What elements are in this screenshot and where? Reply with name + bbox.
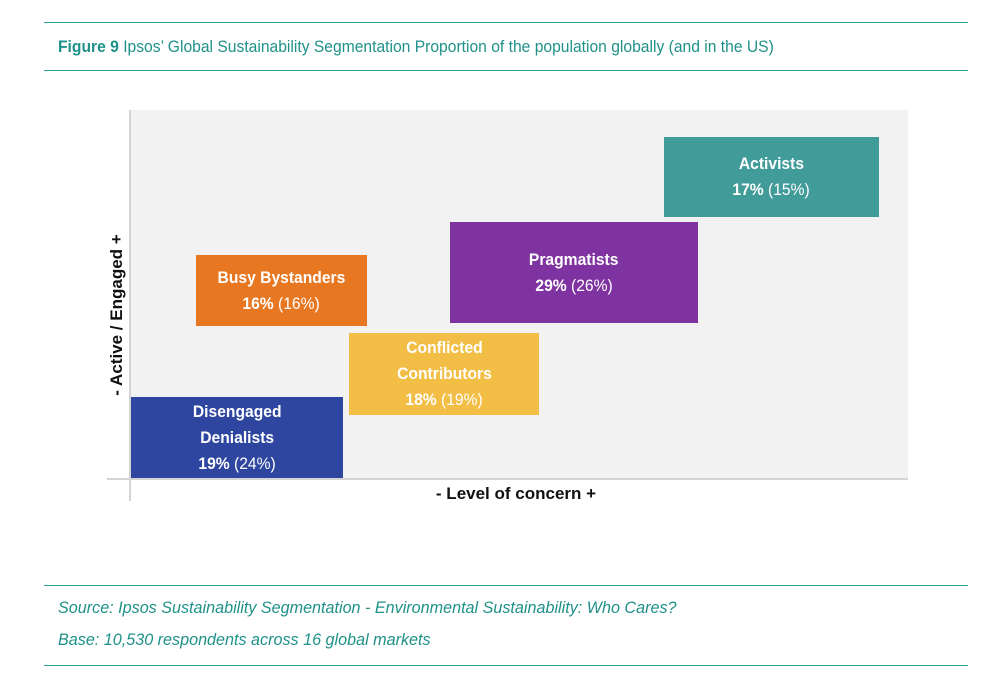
segment-activists: Activists 17% (15%) — [664, 137, 879, 217]
segment-us-pct: (19%) — [440, 390, 483, 409]
y-axis-label: - Active / Engaged + — [107, 234, 126, 396]
segment-us-pct: (15%) — [768, 180, 811, 199]
footer-rule-top — [44, 585, 968, 586]
segment-disengaged-denialists: Disengaged Denialists 19% (24%) — [131, 397, 343, 478]
segment-global-pct: 16% — [242, 293, 275, 313]
segment-name: Pragmatists — [529, 249, 619, 269]
figure-title: Figure 9 Ipsos’ Global Sustainability Se… — [58, 37, 774, 57]
top-rule — [44, 22, 968, 23]
segment-conflicted-contributors: Conflicted Contributors 18% (19%) — [349, 333, 539, 415]
segment-us-pct: (26%) — [570, 275, 613, 295]
segment-us-pct: (24%) — [233, 453, 276, 473]
segment-name: Conflicted Contributors — [396, 338, 492, 383]
segment-global-pct: 18% — [405, 390, 437, 409]
segment-name: Activists — [738, 154, 805, 173]
y-axis-line — [129, 110, 131, 501]
footer-rule-bottom — [44, 665, 968, 666]
segment-busy-bystanders: Busy Bystanders 16% (16%) — [196, 255, 367, 326]
segment-pragmatists: Pragmatists 29% (26%) — [450, 222, 698, 323]
source-note: Source: Ipsos Sustainability Segmentatio… — [58, 598, 677, 617]
segment-name: Disengaged Denialists — [192, 401, 282, 447]
segment-global-pct: 19% — [198, 453, 230, 473]
segment-name: Busy Bystanders — [217, 267, 346, 287]
figure-title-text: Ipsos’ Global Sustainability Segmentatio… — [123, 37, 774, 56]
segment-global-pct: 17% — [732, 180, 765, 199]
segment-pct: 16% (16%) — [243, 291, 320, 317]
title-rule — [44, 70, 968, 71]
x-axis-line — [107, 478, 908, 480]
figure-label: Figure 9 — [58, 37, 119, 56]
segment-pct: 29% (26%) — [535, 273, 612, 299]
base-note: Base: 10,530 respondents across 16 globa… — [58, 630, 431, 649]
x-axis-label: - Level of concern + — [435, 484, 597, 503]
segment-pct: 19% (24%) — [198, 451, 275, 477]
segment-global-pct: 29% — [535, 275, 567, 295]
segment-us-pct: (16%) — [278, 293, 321, 313]
segment-pct: 18% (19%) — [405, 387, 482, 413]
segment-pct: 17% (15%) — [733, 177, 810, 203]
